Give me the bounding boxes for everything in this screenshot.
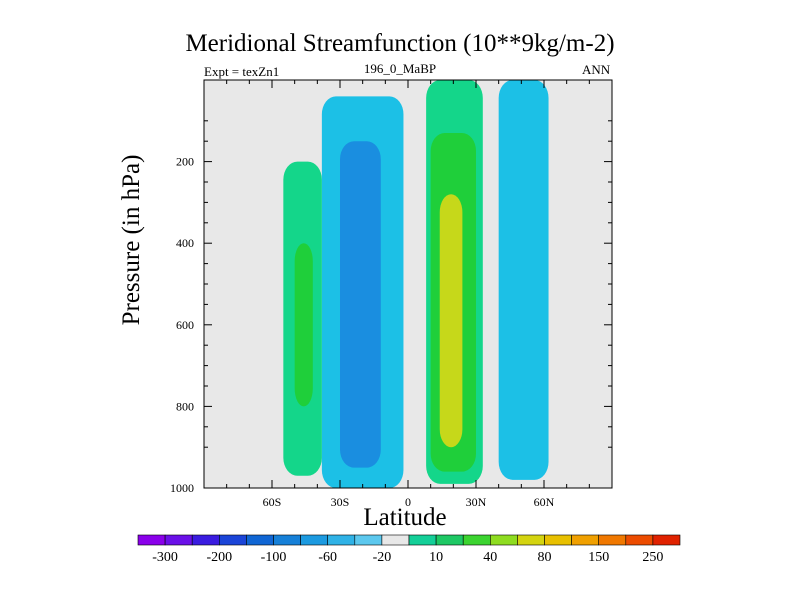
colorbar-label: 80 xyxy=(538,550,552,565)
y-tick-label: 1000 xyxy=(170,481,194,495)
y-tick-label: 600 xyxy=(176,318,194,332)
colorbar-box xyxy=(137,534,166,546)
colorbar-box xyxy=(598,534,627,546)
y-axis-label: Pressure (in hPa) xyxy=(118,154,145,326)
colorbar-label: 10 xyxy=(429,550,443,565)
experiment-label: Expt = texZn1 xyxy=(204,64,280,79)
nh-hadley-peak xyxy=(439,194,463,448)
colorbar-box xyxy=(489,534,518,546)
x-tick-label: 30N xyxy=(466,495,487,509)
colorbar-box xyxy=(273,534,301,546)
colorbar-box xyxy=(327,534,356,546)
colorbar-box xyxy=(246,534,274,546)
colorbar-box xyxy=(408,534,437,546)
colorbar-box xyxy=(191,534,220,546)
colorbar-box xyxy=(435,534,464,546)
colorbar-box xyxy=(462,534,491,546)
colorbar-label: -300 xyxy=(152,550,178,565)
colorbar-box xyxy=(354,534,383,546)
y-tick-label: 200 xyxy=(176,155,194,169)
colorbar-box xyxy=(625,534,654,546)
y-tick-label: 400 xyxy=(176,236,194,250)
x-axis-label: Latitude xyxy=(363,504,447,531)
time-label: 196_0_MaBP xyxy=(363,61,437,76)
sh-polar-core xyxy=(294,243,313,407)
colorbar-label: 250 xyxy=(642,550,663,565)
plot-area xyxy=(204,80,612,488)
colorbar-label: -100 xyxy=(261,550,287,565)
x-tick-label: 0 xyxy=(405,495,411,509)
colorbar-box xyxy=(652,534,681,546)
colorbar-label: -200 xyxy=(206,550,232,565)
colorbar-box xyxy=(571,534,599,546)
colorbar-label: -60 xyxy=(318,550,337,565)
colorbar-box xyxy=(300,534,329,546)
x-tick-label: 30S xyxy=(331,495,350,509)
colorbar-box xyxy=(381,534,410,546)
y-tick-label: 800 xyxy=(176,399,194,413)
season-label: ANN xyxy=(582,62,611,77)
colorbar-label: 40 xyxy=(483,550,497,565)
colorbar-label: 150 xyxy=(588,550,609,565)
nh-ferrel-cell xyxy=(498,80,549,480)
x-tick-label: 60N xyxy=(534,495,555,509)
colorbar-box xyxy=(544,534,572,546)
chart-title: Meridional Streamfunction (10**9kg/m-2) xyxy=(185,30,615,57)
x-tick-label: 60S xyxy=(263,495,282,509)
colorbar-box xyxy=(164,534,193,546)
colorbar-box xyxy=(219,534,247,546)
colorbar-label: -20 xyxy=(373,550,392,565)
sh-ferrel-core xyxy=(340,141,381,468)
colorbar-box xyxy=(517,534,545,546)
